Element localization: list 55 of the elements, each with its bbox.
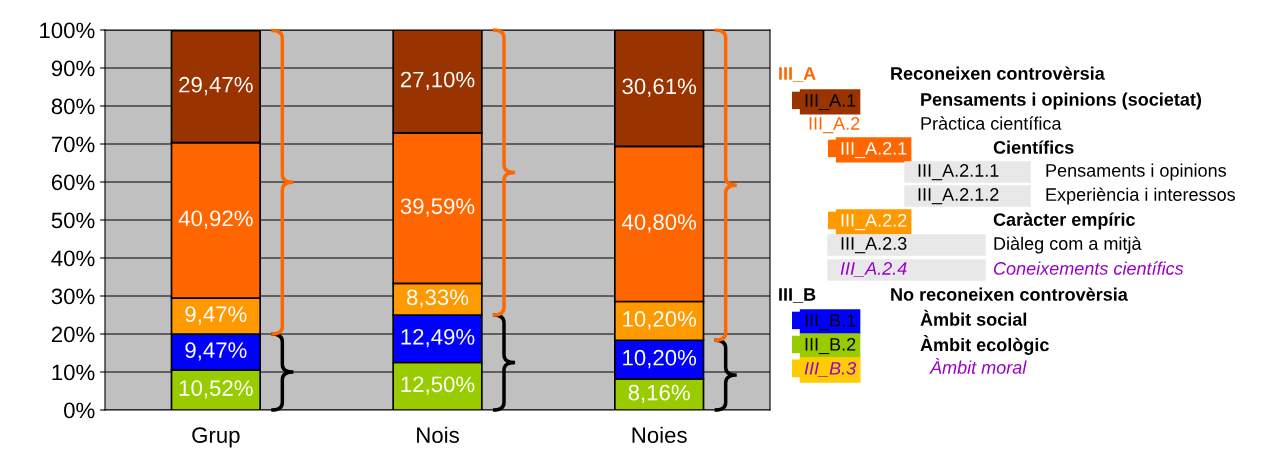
text: Àmbit social <box>920 309 1027 326</box>
legend-label: III_A.2.1 <box>841 141 907 159</box>
y-tick-label: 10% <box>52 364 95 381</box>
text: III_B <box>779 288 816 303</box>
y-tick-label: 70% <box>51 136 95 153</box>
text: III_A.2 <box>809 117 860 134</box>
text: III_A.2.1.2 <box>918 188 999 205</box>
legend-label: III_A.2.2 <box>841 213 907 231</box>
data-label: 39,59% <box>400 198 475 217</box>
data-label: 29,47% <box>179 76 253 96</box>
y-tick-label: 40% <box>51 250 95 267</box>
y-tick-label: 100% <box>40 22 95 39</box>
data-label: 12,49% <box>401 329 475 348</box>
text: Pensaments i opinions <box>1046 163 1227 181</box>
text: Diàleg com a mitjà <box>994 236 1142 254</box>
data-label: 12,50% <box>401 376 475 395</box>
data-label: 40,92% <box>178 210 253 229</box>
data-label: 10,20% <box>623 311 697 330</box>
x-tick-label: Noies <box>632 426 687 443</box>
y-tick-label: 0% <box>64 402 95 419</box>
data-label: 8,16% <box>628 384 690 404</box>
x-tick-label: Nois <box>417 426 459 443</box>
data-label: 9,47% <box>185 306 247 325</box>
text: Àmbit ecològic <box>920 335 1049 355</box>
text: Científics <box>993 140 1074 154</box>
y-tick-label: 50% <box>51 212 95 229</box>
text: Experiència i interessos <box>1046 187 1236 205</box>
data-label: 10,52% <box>179 380 253 399</box>
data-label: 8,33% <box>406 289 469 308</box>
text: III_A.2.3 <box>841 237 907 254</box>
legend-label: III_B.2 <box>805 337 856 355</box>
text: III_A <box>779 67 816 82</box>
text: Reconeixen controvèrsia <box>891 66 1105 80</box>
text: Pràctica científica <box>921 116 1062 130</box>
text: III_A.2.4 <box>840 262 907 277</box>
legend-label: III_B.3 <box>804 361 857 377</box>
text: Caràcter empíric <box>993 212 1135 230</box>
text: III_A.2.1.1 <box>918 164 999 181</box>
y-tick-label: 80% <box>51 98 95 115</box>
y-tick-label: 20% <box>51 326 95 343</box>
data-label: 27,10% <box>400 71 475 91</box>
data-label: 10,20% <box>623 349 697 369</box>
data-label: 9,47% <box>185 342 247 361</box>
data-label: 40,80% <box>621 214 697 233</box>
y-tick-label: 60% <box>51 174 95 191</box>
text: Coneixements científics <box>994 261 1184 275</box>
y-tick-label: 30% <box>51 288 95 305</box>
text: No reconeixen controvèrsia <box>891 287 1128 301</box>
text: Àmbit moral <box>929 358 1027 374</box>
x-tick-label: Grup <box>192 427 240 448</box>
legend-label: III_B.1 <box>805 314 856 331</box>
y-tick-label: 90% <box>51 60 95 77</box>
legend-label: III_A.1 <box>805 94 856 111</box>
text: Pensaments i opinions (societat) <box>921 92 1202 110</box>
data-label: 30,61% <box>622 78 697 97</box>
